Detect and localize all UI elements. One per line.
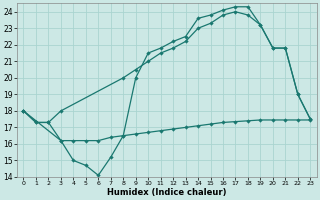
X-axis label: Humidex (Indice chaleur): Humidex (Indice chaleur) — [107, 188, 227, 197]
